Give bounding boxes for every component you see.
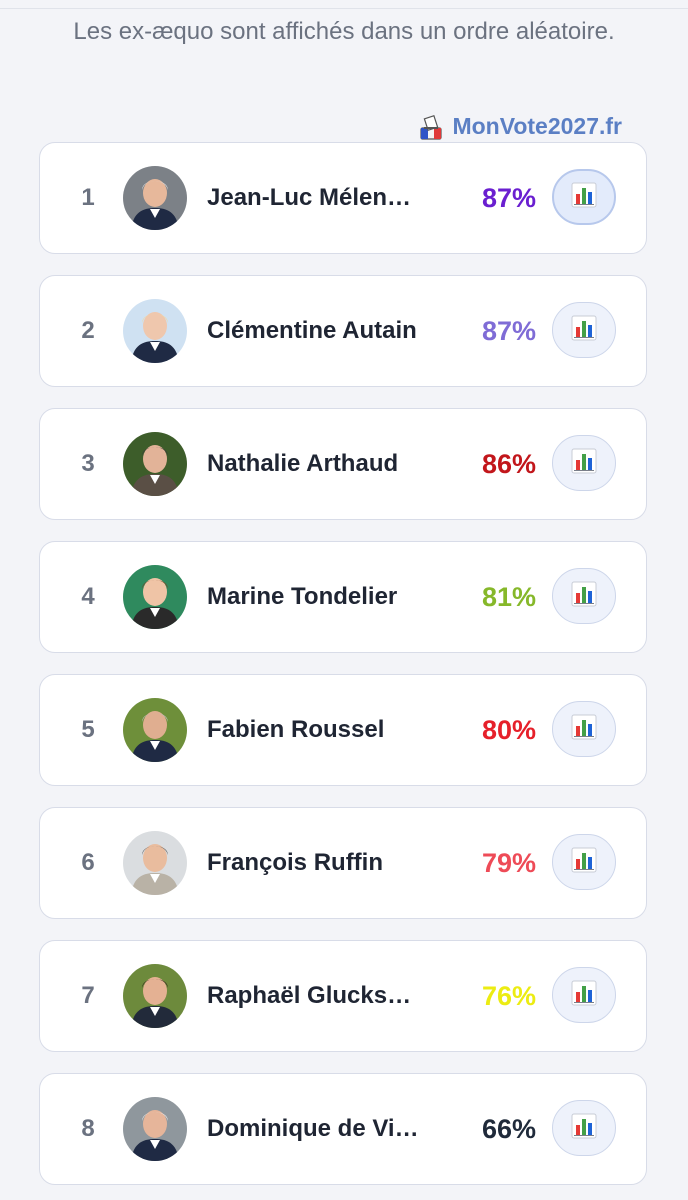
candidate-avatar xyxy=(123,831,187,895)
bar-chart-icon xyxy=(571,1113,597,1144)
stats-button[interactable] xyxy=(552,1100,616,1156)
stats-button[interactable] xyxy=(552,701,616,757)
result-card: 1 Jean-Luc Mélen… 87% xyxy=(39,142,647,254)
candidate-avatar xyxy=(123,698,187,762)
result-card: 4 Marine Tondelier 81% xyxy=(39,541,647,653)
candidate-avatar xyxy=(123,565,187,629)
candidate-name: François Ruffin xyxy=(207,849,384,876)
bar-chart-icon xyxy=(571,980,597,1011)
candidate-avatar xyxy=(123,964,187,1028)
candidate-name: Marine Tondelier xyxy=(207,583,398,610)
bar-chart-icon xyxy=(571,182,597,213)
result-card: 7 Raphaël Glucks… 76% xyxy=(39,940,647,1052)
match-score: 87% xyxy=(481,183,536,213)
match-score: 87% xyxy=(481,316,536,346)
rank-number: 3 xyxy=(81,450,95,477)
result-card: 6 François Ruffin 79% xyxy=(39,807,647,919)
stats-button[interactable] xyxy=(552,302,616,358)
result-card: 8 Dominique de Vil… 66% xyxy=(39,1073,647,1185)
candidate-name: Dominique de Vil… xyxy=(207,1115,425,1142)
bar-chart-icon xyxy=(571,847,597,878)
result-card: 3 Nathalie Arthaud 86% xyxy=(39,408,647,520)
candidate-name: Raphaël Glucks… xyxy=(207,982,412,1009)
bar-chart-icon xyxy=(571,581,597,612)
brand-link[interactable]: MonVote2027.fr xyxy=(418,113,622,140)
match-score: 66% xyxy=(481,1114,536,1144)
brand-name: MonVote2027.fr xyxy=(452,113,622,139)
match-score: 76% xyxy=(481,981,536,1011)
result-card: 2 Clémentine Autain 87% xyxy=(39,275,647,387)
stats-button[interactable] xyxy=(552,967,616,1023)
rank-number: 4 xyxy=(81,583,95,610)
bar-chart-icon xyxy=(571,448,597,479)
candidate-avatar xyxy=(123,299,187,363)
match-score: 80% xyxy=(481,715,536,745)
candidate-name: Nathalie Arthaud xyxy=(207,450,399,477)
bar-chart-icon xyxy=(571,714,597,745)
rank-number: 7 xyxy=(81,982,95,1009)
candidate-name: Fabien Roussel xyxy=(207,716,385,743)
candidate-avatar xyxy=(123,1097,187,1161)
bar-chart-icon xyxy=(571,315,597,346)
ballot-box-icon xyxy=(418,114,444,140)
candidate-name: Jean-Luc Mélen… xyxy=(207,184,412,211)
tie-note: Les ex-æquo sont affichés dans un ordre … xyxy=(73,18,615,45)
stats-button[interactable] xyxy=(552,834,616,890)
rank-number: 1 xyxy=(81,184,95,211)
rank-number: 2 xyxy=(81,317,95,344)
candidate-avatar xyxy=(123,166,187,230)
rank-number: 5 xyxy=(81,716,95,743)
match-score: 86% xyxy=(481,449,536,479)
stats-button[interactable] xyxy=(552,435,616,491)
stats-button[interactable] xyxy=(552,568,616,624)
result-card: 5 Fabien Roussel 80% xyxy=(39,674,647,786)
candidate-name: Clémentine Autain xyxy=(207,317,417,344)
match-score: 79% xyxy=(481,848,536,878)
candidate-avatar xyxy=(123,432,187,496)
rank-number: 8 xyxy=(81,1115,95,1142)
top-divider xyxy=(0,0,688,9)
rank-number: 6 xyxy=(81,849,95,876)
stats-button[interactable] xyxy=(552,169,616,225)
match-score: 81% xyxy=(481,582,536,612)
